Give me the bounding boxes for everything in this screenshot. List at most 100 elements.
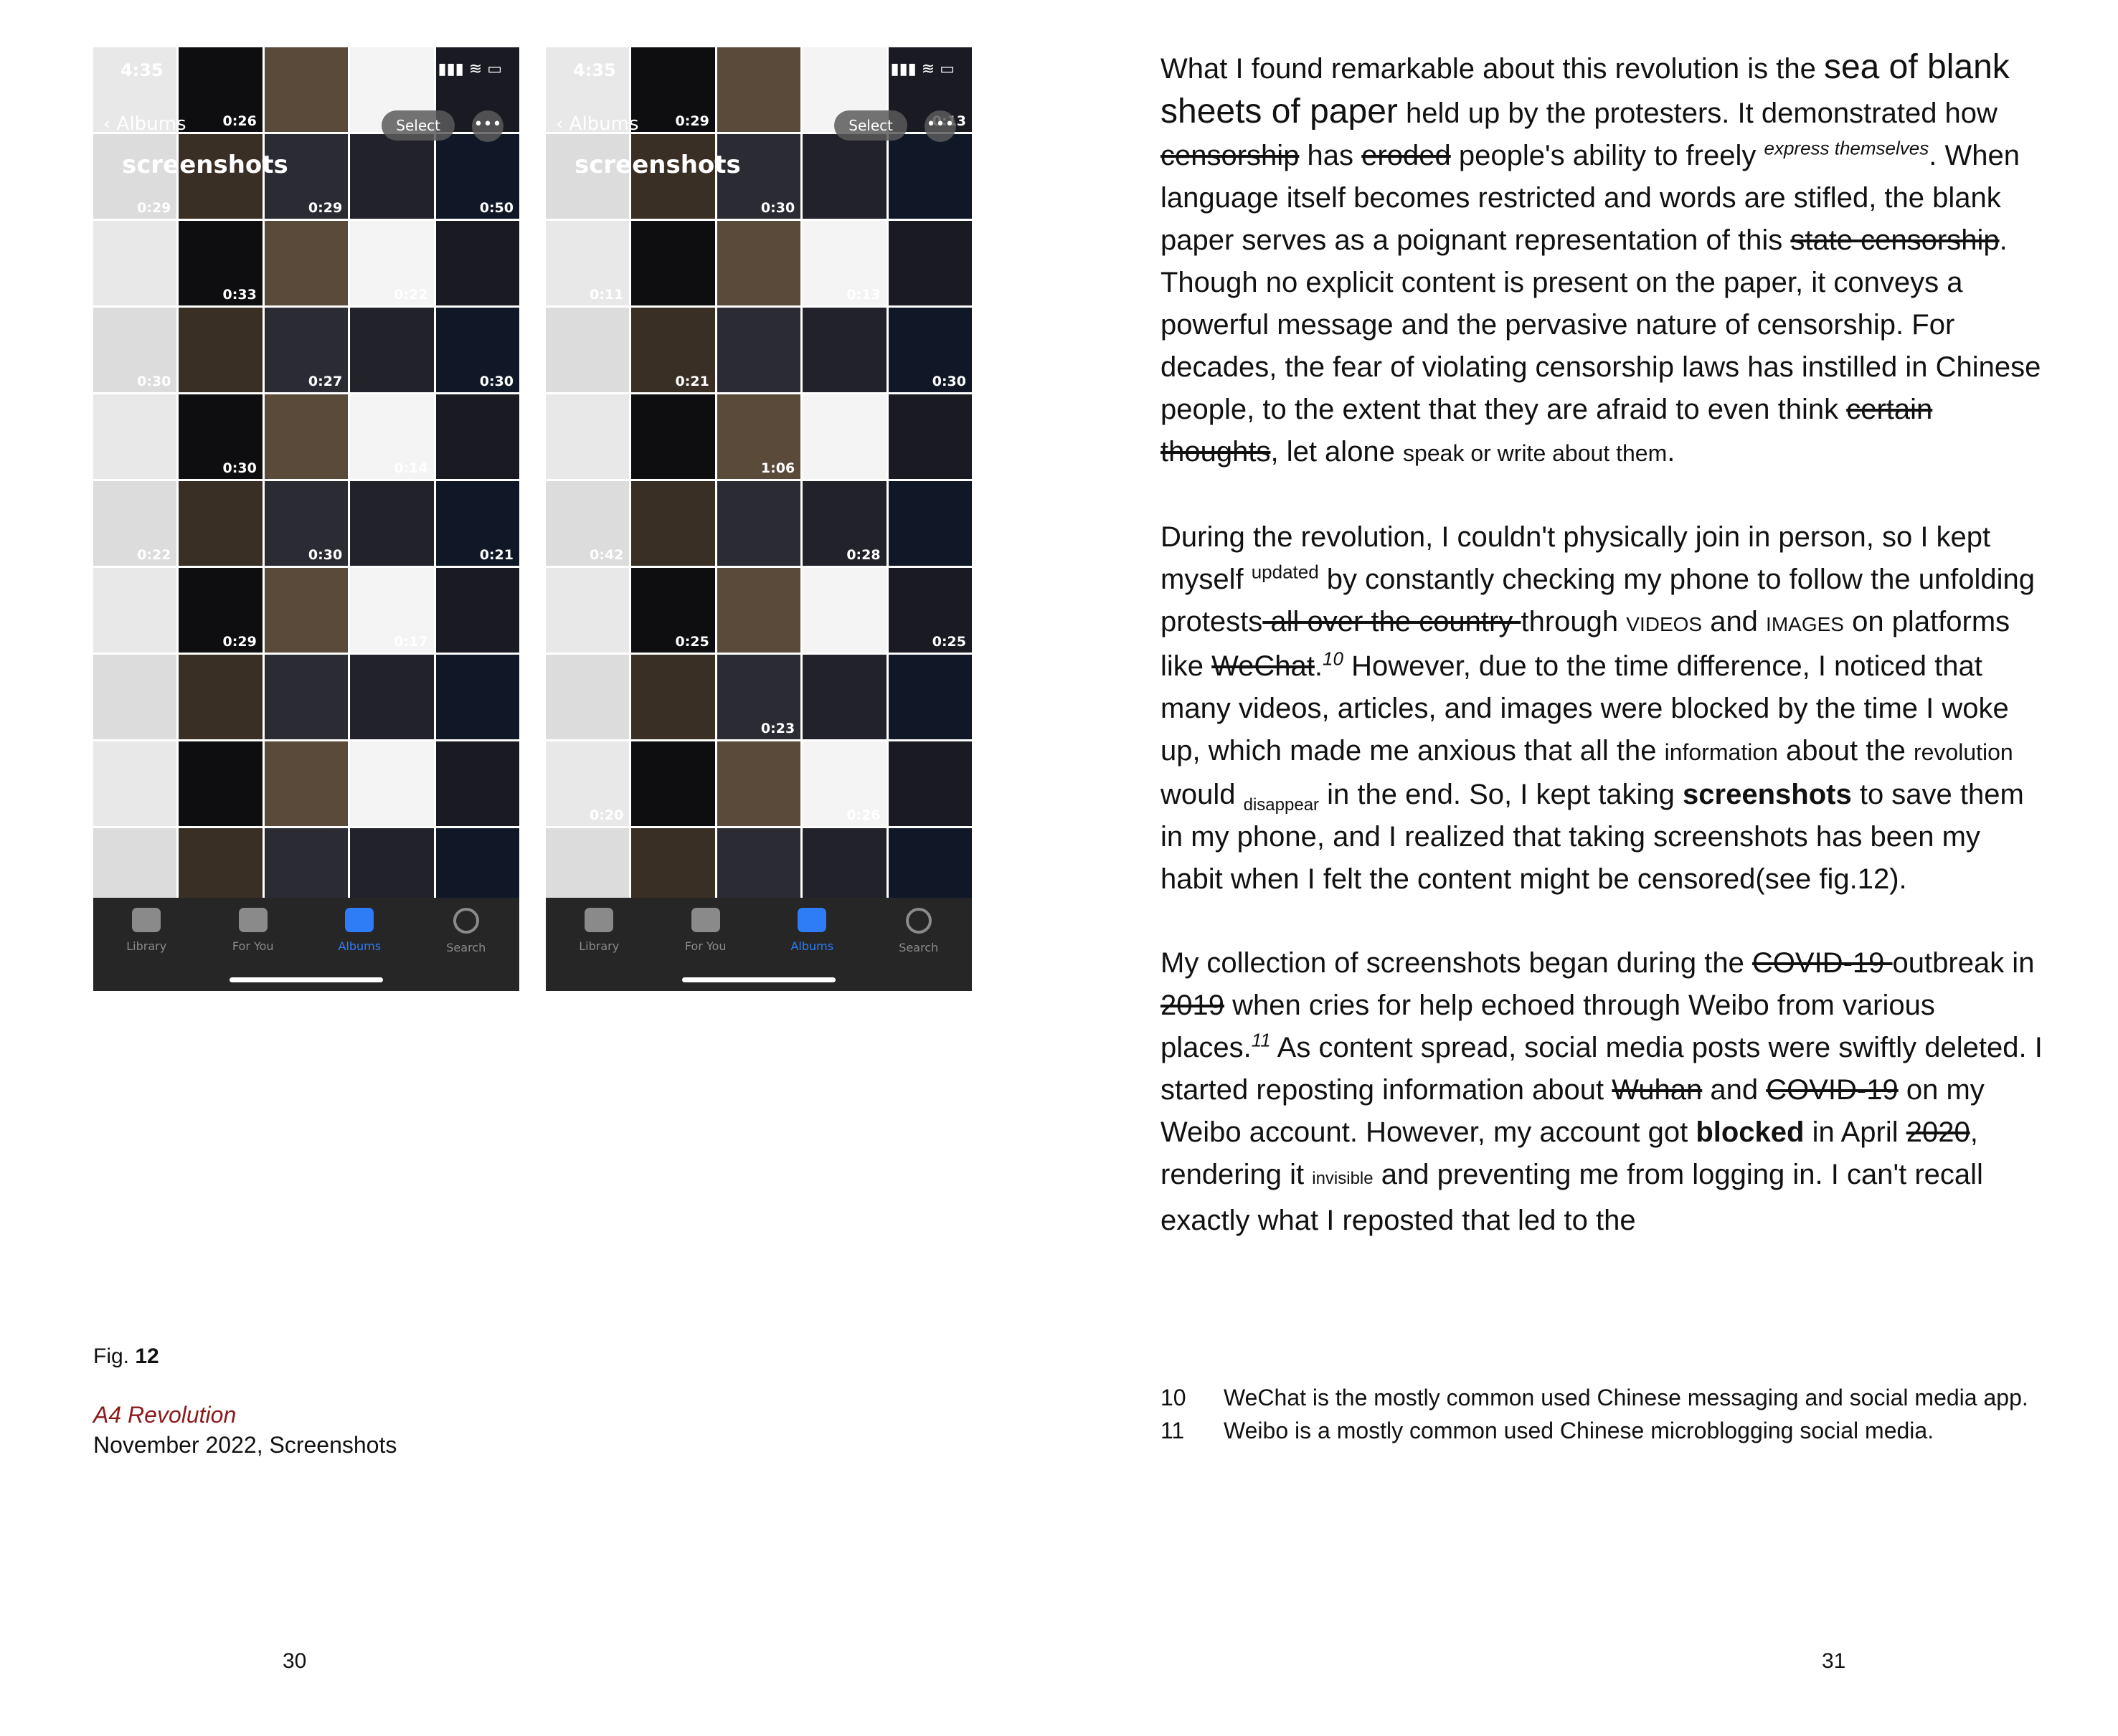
photo-thumbnail[interactable]: [435, 655, 519, 739]
photo-thumbnail[interactable]: 0:25: [888, 568, 972, 653]
photo-thumbnail[interactable]: [888, 394, 972, 479]
photo-thumbnail[interactable]: [93, 394, 177, 479]
photo-thumbnail[interactable]: 0:14: [350, 394, 434, 479]
photo-thumbnail[interactable]: 1:06: [717, 394, 801, 479]
tab-for-you[interactable]: For You: [200, 898, 307, 991]
photo-thumbnail[interactable]: 0:25: [631, 568, 715, 653]
photo-thumbnail[interactable]: [179, 741, 263, 826]
photo-thumbnail[interactable]: [717, 308, 801, 392]
photo-thumbnail[interactable]: [93, 568, 177, 653]
photo-thumbnail[interactable]: [264, 655, 349, 739]
photo-thumbnail[interactable]: 0:50: [435, 134, 519, 219]
photo-thumbnail[interactable]: [435, 568, 519, 653]
photo-thumbnail[interactable]: [631, 221, 715, 305]
photo-thumbnail[interactable]: [631, 134, 715, 219]
photo-thumbnail[interactable]: [350, 134, 434, 219]
photo-thumbnail[interactable]: [717, 481, 801, 566]
photo-thumbnail[interactable]: [803, 655, 887, 739]
photo-thumbnail[interactable]: 0:11: [546, 221, 630, 305]
photo-thumbnail[interactable]: 0:13: [803, 221, 887, 305]
photo-thumbnail[interactable]: [717, 221, 801, 305]
photo-thumbnail[interactable]: 0:27: [264, 308, 349, 392]
photo-thumbnail[interactable]: [264, 221, 349, 305]
photo-thumbnail[interactable]: 0:28: [803, 481, 887, 566]
photo-thumbnail[interactable]: 0:29: [93, 134, 177, 219]
photo-thumbnail[interactable]: [179, 481, 263, 566]
photo-thumbnail[interactable]: 0:30: [717, 134, 801, 219]
photo-thumbnail[interactable]: [546, 308, 630, 392]
photo-thumbnail[interactable]: 0:29: [264, 134, 349, 219]
photo-thumbnail[interactable]: 0:33: [179, 221, 263, 305]
photo-thumbnail[interactable]: [888, 134, 972, 219]
photo-thumbnail[interactable]: 0:42: [546, 481, 630, 566]
photo-thumbnail[interactable]: [546, 655, 630, 739]
photo-thumbnail[interactable]: 0:30: [264, 481, 349, 566]
photo-thumbnail[interactable]: [631, 741, 715, 826]
photo-thumbnail[interactable]: [888, 655, 972, 739]
photo-thumbnail[interactable]: 0:22: [93, 481, 177, 566]
photo-thumbnail[interactable]: [803, 308, 887, 392]
photo-thumbnail[interactable]: 0:30: [888, 308, 972, 392]
photo-thumbnail[interactable]: [631, 655, 715, 739]
photo-thumbnail[interactable]: [717, 47, 801, 132]
tab-search[interactable]: Search: [866, 898, 973, 991]
photo-thumbnail[interactable]: [93, 741, 177, 826]
photo-thumbnail[interactable]: 0:26: [803, 741, 887, 826]
photo-thumbnail[interactable]: 0:26: [179, 47, 263, 132]
tab-library[interactable]: Library: [93, 898, 200, 991]
more-icon[interactable]: •••: [925, 110, 956, 142]
photo-thumbnail[interactable]: [546, 568, 630, 653]
photo-thumbnail[interactable]: [264, 568, 349, 653]
tab-search[interactable]: Search: [413, 898, 520, 991]
photo-thumbnail[interactable]: [350, 655, 434, 739]
photo-thumbnail[interactable]: [179, 134, 263, 219]
photo-thumbnail[interactable]: [435, 741, 519, 826]
photo-thumbnail[interactable]: [435, 394, 519, 479]
photo-thumbnail[interactable]: 0:20: [546, 741, 630, 826]
photo-thumbnail[interactable]: 0:29: [179, 568, 263, 653]
photo-thumbnail[interactable]: [435, 221, 519, 305]
photo-thumbnail[interactable]: [546, 134, 630, 219]
photo-thumbnail[interactable]: [350, 308, 434, 392]
photo-thumbnail[interactable]: 0:22: [350, 221, 434, 305]
photo-thumbnail[interactable]: [264, 394, 349, 479]
photo-thumbnail[interactable]: [888, 481, 972, 566]
photo-thumbnail[interactable]: [546, 47, 630, 132]
photo-thumbnail[interactable]: [803, 568, 887, 653]
tab-albums[interactable]: Albums: [759, 898, 866, 991]
tab-library[interactable]: Library: [546, 898, 653, 991]
photo-thumbnail[interactable]: [264, 741, 349, 826]
select-button[interactable]: Select: [834, 110, 907, 141]
photo-thumbnail[interactable]: [888, 221, 972, 305]
photo-thumbnail[interactable]: [546, 394, 630, 479]
photo-thumbnail[interactable]: [631, 394, 715, 479]
photo-thumbnail[interactable]: 0:23: [717, 655, 801, 739]
photo-thumbnail[interactable]: 0:17: [350, 568, 434, 653]
photo-thumbnail[interactable]: [350, 741, 434, 826]
photo-thumbnail[interactable]: [93, 47, 177, 132]
albums-back-button[interactable]: ‹ Albums: [103, 113, 186, 135]
more-icon[interactable]: •••: [472, 110, 504, 142]
photo-thumbnail[interactable]: [350, 481, 434, 566]
photo-thumbnail[interactable]: [717, 741, 801, 826]
photo-thumbnail[interactable]: [179, 655, 263, 739]
photo-thumbnail[interactable]: 0:21: [435, 481, 519, 566]
photo-thumbnail[interactable]: [93, 655, 177, 739]
photo-thumbnail[interactable]: 0:21: [631, 308, 715, 392]
albums-back-button[interactable]: ‹ Albums: [556, 113, 639, 135]
photo-thumbnail[interactable]: 0:30: [93, 308, 177, 392]
photo-thumbnail[interactable]: [93, 221, 177, 305]
photo-thumbnail[interactable]: 0:30: [435, 308, 519, 392]
photo-thumbnail[interactable]: 0:30: [179, 394, 263, 479]
photo-thumbnail[interactable]: [717, 568, 801, 653]
photo-thumbnail[interactable]: [888, 741, 972, 826]
photo-thumbnail[interactable]: [803, 134, 887, 219]
photo-thumbnail[interactable]: 0:29: [631, 47, 715, 132]
photo-thumbnail[interactable]: [803, 394, 887, 479]
select-button[interactable]: Select: [382, 110, 455, 141]
tab-for-you[interactable]: For You: [653, 898, 760, 991]
photo-thumbnail[interactable]: [631, 481, 715, 566]
photo-thumbnail[interactable]: [264, 47, 349, 132]
photo-thumbnail[interactable]: [179, 308, 263, 392]
tab-albums[interactable]: Albums: [306, 898, 413, 991]
